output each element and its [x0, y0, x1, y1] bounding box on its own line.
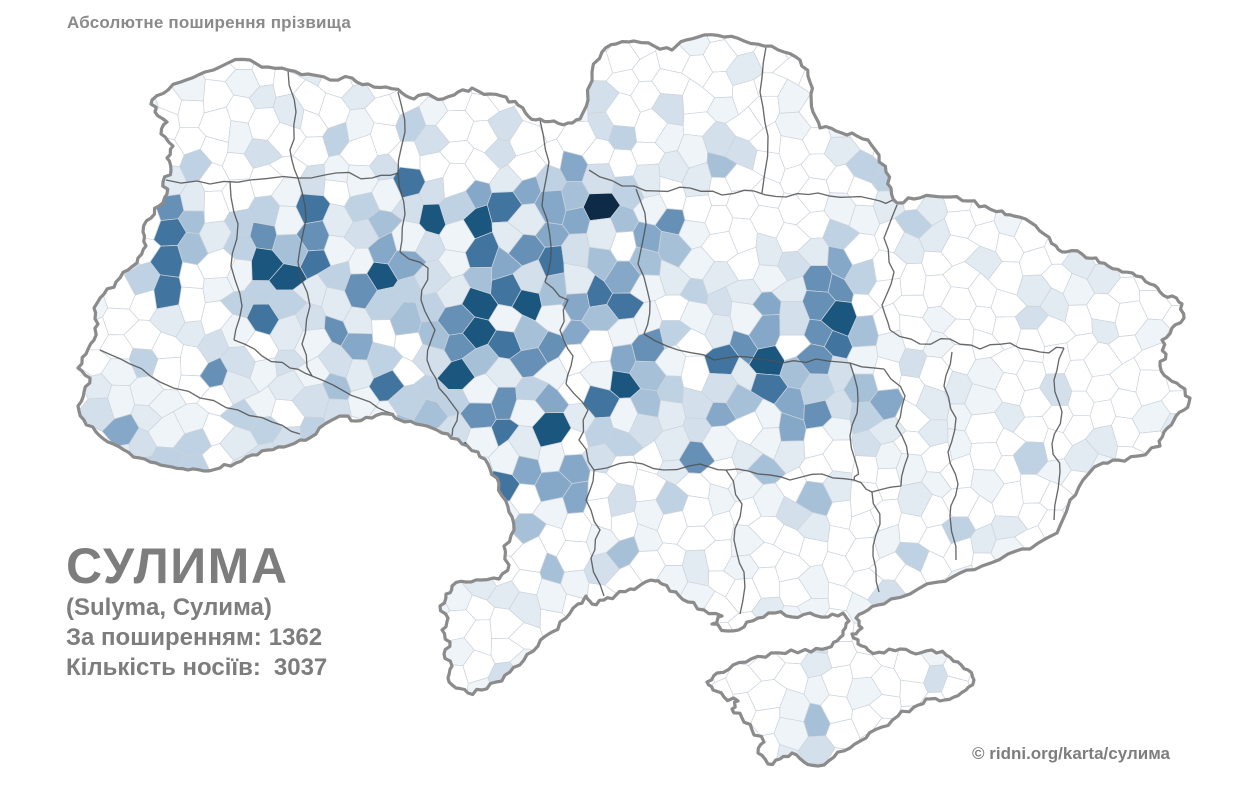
page-title: Абсолютне поширення прізвища — [67, 13, 352, 32]
oblast-border — [943, 351, 959, 561]
oblast-borders — [99, 46, 1065, 615]
oblast-border — [233, 339, 313, 377]
oblast-border — [871, 485, 902, 593]
oblast-border — [849, 362, 860, 481]
raion-cell[interactable] — [846, 345, 879, 375]
surname-info-block: СУЛИМА (Sulyma, Сулима) За поширенням: 13… — [66, 540, 327, 683]
oblast-border — [889, 329, 1065, 354]
oblast-border — [544, 281, 574, 385]
raion-cell[interactable] — [1020, 193, 1048, 220]
spread-rank-label: За поширенням: — [66, 623, 262, 651]
raion-cell[interactable] — [178, 286, 206, 323]
copyright-attribution: © ridni.org/karta/сулима — [971, 744, 1170, 763]
surname-variants: (Sulyma, Сулима) — [66, 593, 272, 621]
oblast-border — [725, 469, 746, 615]
oblast-border — [397, 91, 406, 253]
oblast-border — [565, 383, 605, 597]
raion-cell[interactable] — [539, 634, 568, 669]
oblast-border — [539, 119, 552, 283]
oblast-border — [588, 169, 898, 205]
oblast-border — [643, 333, 885, 370]
oblast-border — [297, 177, 313, 377]
raion-cell[interactable] — [487, 661, 525, 698]
raion-cell[interactable] — [99, 443, 133, 475]
oblast-border — [1051, 347, 1065, 521]
raion-cell[interactable] — [153, 274, 182, 310]
oblast-border — [593, 461, 727, 471]
raion-cell[interactable] — [897, 619, 927, 650]
oblast-border — [635, 188, 651, 335]
raion-cell[interactable] — [607, 125, 637, 151]
raion-cell[interactable] — [1163, 327, 1192, 363]
oblast-border — [287, 69, 299, 179]
oblast-border — [311, 375, 395, 415]
spread-rank-line: За поширенням: 1362 — [66, 623, 327, 653]
oblast-border — [229, 181, 243, 341]
spread-rank-value: 1362 — [268, 623, 323, 651]
raion-cell[interactable] — [417, 621, 445, 656]
raion-cell[interactable] — [675, 661, 716, 695]
carriers-line: Кількість носіїв: 3037 — [66, 653, 327, 683]
raion-cell[interactable] — [581, 163, 616, 195]
carriers-label: Кількість носіїв: — [66, 653, 261, 681]
oblast-border — [759, 46, 769, 194]
raion-cell[interactable] — [300, 416, 327, 448]
oblast-border — [99, 349, 301, 435]
surname-heading: СУЛИМА — [66, 538, 289, 594]
raion-cell[interactable] — [464, 455, 494, 488]
carriers-value: 3037 — [273, 653, 328, 681]
country-border — [76, 33, 1192, 768]
oblast-border — [883, 368, 909, 487]
raion-cell[interactable] — [609, 10, 637, 43]
raion-cell[interactable] — [124, 455, 158, 489]
oblast-border — [438, 387, 459, 437]
oblast-border — [881, 204, 898, 331]
raion-cell[interactable] — [679, 607, 709, 641]
oblast-border — [399, 251, 440, 389]
oblast-border — [725, 468, 873, 493]
